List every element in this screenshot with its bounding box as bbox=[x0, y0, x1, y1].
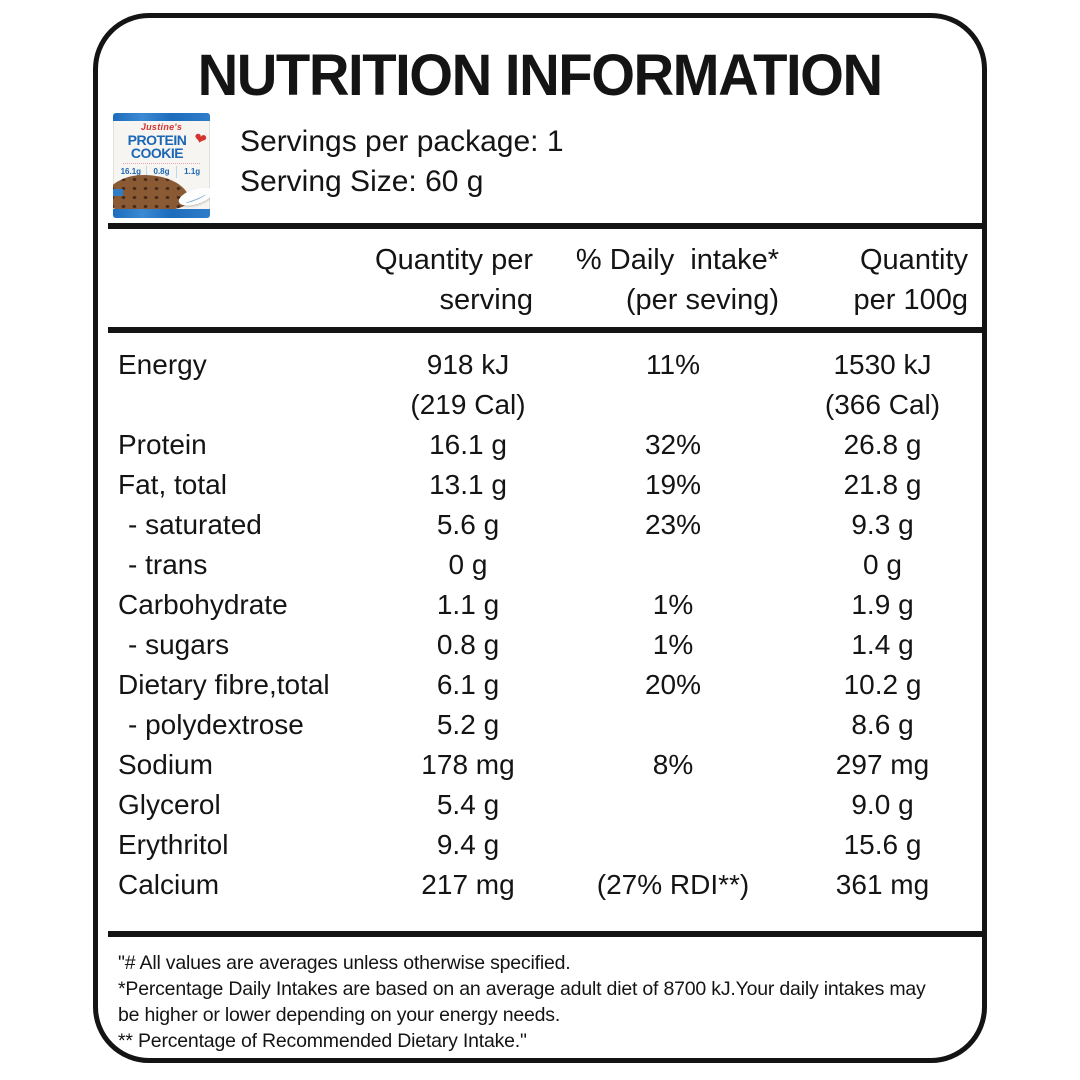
value-daily-intake: 32% bbox=[644, 429, 702, 460]
value-per-100g: 9.0 g bbox=[851, 789, 914, 820]
value-per-serving: 9.4 g bbox=[436, 829, 500, 860]
value-per-100g: 9.3 g bbox=[851, 509, 914, 540]
table-row-sodium: Sodium 178 mg 8% 297 mg bbox=[108, 745, 982, 785]
value-daily-intake bbox=[563, 545, 783, 585]
package-divider bbox=[123, 163, 200, 164]
heart-icon: ❤ bbox=[192, 128, 209, 150]
footnote-line: ** Percentage of Recommended Dietary Int… bbox=[118, 1030, 527, 1052]
value-daily-intake: 8% bbox=[652, 749, 694, 780]
nutrition-table: Energy 918 kJ (219 Cal) 11% 1530 kJ (366… bbox=[108, 345, 982, 905]
table-row-calcium: Calcium 217 mg (27% RDI**) 361 mg bbox=[108, 865, 982, 905]
value-per-100g: 361 mg bbox=[835, 869, 930, 900]
value-per-100g: 1530 kJ (366 Cal) bbox=[824, 349, 941, 420]
nutrient-label: Dietary fibre,total bbox=[118, 669, 330, 700]
product-name-line1: PROTEIN bbox=[127, 132, 187, 148]
value-per-100g: 15.6 g bbox=[843, 829, 922, 860]
column-header-quantity-per-100g: Quantity per 100g bbox=[853, 244, 969, 316]
value-per-serving: 5.6 g bbox=[436, 509, 500, 540]
value-per-serving: 0.8 g bbox=[436, 629, 500, 660]
value-daily-intake bbox=[563, 785, 783, 825]
nutrient-label: Glycerol bbox=[118, 789, 221, 820]
value-per-serving: 217 mg bbox=[421, 869, 515, 900]
package-corner-badge bbox=[113, 189, 123, 196]
serving-info: Servings per package: 1 Serving Size: 60… bbox=[240, 122, 564, 202]
table-row-saturated: - saturated 5.6 g 23% 9.3 g bbox=[108, 505, 982, 545]
package-stat: 16.1g bbox=[120, 167, 142, 176]
table-row-energy: Energy 918 kJ (219 Cal) 11% 1530 kJ (366… bbox=[108, 345, 982, 425]
value-per-serving: 0 g bbox=[448, 549, 488, 580]
nutrient-label: - sugars bbox=[128, 629, 230, 660]
footnote-line: be higher or lower depending on your ene… bbox=[118, 1004, 561, 1026]
footnote-line: *Percentage Daily Intakes are based on a… bbox=[118, 978, 926, 1000]
value-per-serving: 6.1 g bbox=[436, 669, 500, 700]
value-daily-intake: 23% bbox=[644, 509, 702, 540]
nutrient-label: Fat, total bbox=[118, 469, 227, 500]
value-daily-intake: 1% bbox=[652, 629, 694, 660]
nutrient-label: Carbohydrate bbox=[118, 589, 288, 620]
product-image: Justine's PROTEIN COOKIE ❤ 16.1g 0.8g 1.… bbox=[113, 113, 210, 218]
value-per-serving: 918 kJ (219 Cal) bbox=[410, 349, 526, 420]
value-per-100g: 297 mg bbox=[835, 749, 930, 780]
value-per-serving: 16.1 g bbox=[429, 429, 507, 460]
table-row-carbohydrate: Carbohydrate 1.1 g 1% 1.9 g bbox=[108, 585, 982, 625]
value-daily-intake bbox=[563, 705, 783, 745]
table-row-polydextrose: - polydextrose 5.2 g 8.6 g bbox=[108, 705, 982, 745]
footnotes: "# All values are averages unless otherw… bbox=[118, 950, 982, 1054]
package-top-strip bbox=[113, 113, 210, 121]
servings-per-package: Servings per package: 1 bbox=[240, 125, 564, 158]
column-header-quantity-per-serving: Quantity per serving bbox=[375, 244, 533, 316]
footnote-line: "# All values are averages unless otherw… bbox=[118, 952, 571, 974]
value-daily-intake: (27% RDI**) bbox=[596, 869, 750, 900]
product-name-line2: COOKIE bbox=[130, 145, 184, 161]
cookie-photo bbox=[113, 175, 189, 211]
value-per-serving: 13.1 g bbox=[429, 469, 507, 500]
column-header-daily-intake: % Daily intake* (per seving) bbox=[575, 244, 779, 316]
table-row-sugars: - sugars 0.8 g 1% 1.4 g bbox=[108, 625, 982, 665]
table-row-glycerol: Glycerol 5.4 g 9.0 g bbox=[108, 785, 982, 825]
divider-footer bbox=[108, 931, 982, 937]
value-per-100g: 8.6 g bbox=[851, 709, 914, 740]
table-header: Quantity per serving % Daily intake* (pe… bbox=[108, 240, 982, 320]
table-row-erythritol: Erythritol 9.4 g 15.6 g bbox=[108, 825, 982, 865]
value-daily-intake: 1% bbox=[652, 589, 694, 620]
value-daily-intake: 20% bbox=[644, 669, 702, 700]
package-stat: 0.8g bbox=[145, 166, 177, 178]
nutrient-label: Protein bbox=[118, 429, 207, 460]
value-per-serving: 5.2 g bbox=[436, 709, 500, 740]
package-bottom-strip bbox=[113, 209, 210, 218]
nutrient-label: Energy bbox=[118, 349, 207, 380]
table-row-dietary-fibre: Dietary fibre,total 6.1 g 20% 10.2 g bbox=[108, 665, 982, 705]
value-per-100g: 0 g bbox=[863, 549, 902, 580]
value-per-100g: 1.9 g bbox=[851, 589, 914, 620]
nutrient-label: - trans bbox=[128, 549, 208, 580]
table-row-trans: - trans 0 g 0 g bbox=[108, 545, 982, 585]
nutrient-label: - polydextrose bbox=[128, 709, 304, 740]
value-per-100g: 21.8 g bbox=[843, 469, 922, 500]
value-daily-intake: 19% bbox=[644, 469, 702, 500]
value-per-100g: 1.4 g bbox=[851, 629, 914, 660]
value-daily-intake: 11% bbox=[646, 349, 700, 380]
divider-header bbox=[108, 327, 982, 333]
divider-top bbox=[108, 223, 982, 229]
value-per-100g: 26.8 g bbox=[843, 429, 922, 460]
value-daily-intake bbox=[563, 825, 783, 865]
serving-size: Serving Size: 60 g bbox=[240, 165, 484, 198]
value-per-100g: 10.2 g bbox=[843, 669, 922, 700]
brand-logo: Justine's bbox=[140, 122, 183, 132]
value-per-serving: 1.1 g bbox=[436, 589, 500, 620]
package-stat: 1.1g bbox=[176, 166, 207, 178]
table-row-fat-total: Fat, total 13.1 g 19% 21.8 g bbox=[108, 465, 982, 505]
value-per-serving: 5.4 g bbox=[436, 789, 500, 820]
value-per-serving: 178 mg bbox=[421, 749, 515, 780]
package-stats: 16.1g 0.8g 1.1g bbox=[116, 166, 207, 178]
nutrient-label: Sodium bbox=[118, 749, 213, 780]
nutrient-label: Erythritol bbox=[118, 829, 229, 860]
nutrition-label-card: NUTRITION INFORMATION Justine's PROTEIN … bbox=[93, 13, 987, 1063]
nutrient-label: - saturated bbox=[128, 509, 262, 540]
page-title: NUTRITION INFORMATION bbox=[197, 43, 884, 108]
table-row-protein: Protein 16.1 g 32% 26.8 g bbox=[108, 425, 982, 465]
nutrient-label: Calcium bbox=[118, 869, 220, 900]
